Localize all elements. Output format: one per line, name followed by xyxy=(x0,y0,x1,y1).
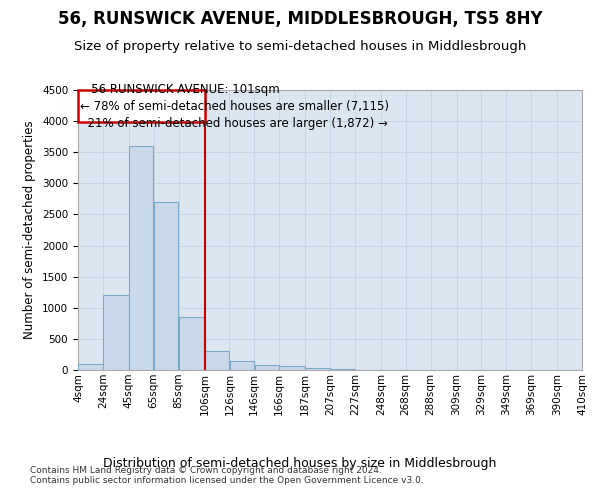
Bar xyxy=(154,202,178,370)
Bar xyxy=(254,365,279,370)
Text: 56 RUNSWICK AVENUE: 101sqm
← 78% of semi-detached houses are smaller (7,115)
  2: 56 RUNSWICK AVENUE: 101sqm ← 78% of semi… xyxy=(80,82,389,130)
Text: 56, RUNSWICK AVENUE, MIDDLESBROUGH, TS5 8HY: 56, RUNSWICK AVENUE, MIDDLESBROUGH, TS5 … xyxy=(58,10,542,28)
Bar xyxy=(280,366,305,370)
Bar xyxy=(78,364,103,370)
Bar xyxy=(205,352,229,370)
Bar xyxy=(305,368,330,370)
Bar xyxy=(230,362,254,370)
Text: Contains HM Land Registry data © Crown copyright and database right 2024.
Contai: Contains HM Land Registry data © Crown c… xyxy=(30,466,424,485)
Text: Size of property relative to semi-detached houses in Middlesbrough: Size of property relative to semi-detach… xyxy=(74,40,526,53)
Bar xyxy=(179,317,205,370)
Bar xyxy=(103,296,128,370)
Text: Distribution of semi-detached houses by size in Middlesbrough: Distribution of semi-detached houses by … xyxy=(103,458,497,470)
Y-axis label: Number of semi-detached properties: Number of semi-detached properties xyxy=(23,120,37,340)
Bar xyxy=(129,146,154,370)
FancyBboxPatch shape xyxy=(78,90,205,122)
